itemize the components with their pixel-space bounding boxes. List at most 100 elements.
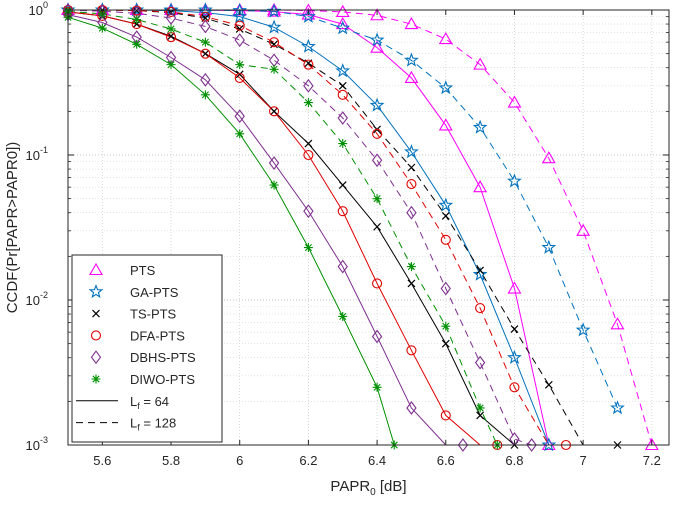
data-point-circle [337,206,348,217]
star-marker [575,322,591,337]
triangle-marker [370,8,385,21]
data-point-triangle [541,437,556,451]
data-point-diamond [371,329,383,344]
x-marker [476,411,485,420]
star-marker [369,32,385,47]
x-marker [235,25,244,33]
diamond-marker [200,72,211,87]
data-point-asterisk [132,14,142,24]
data-point-diamond [90,350,102,365]
dfa-pts-lf64-line [67,11,498,446]
data-point-triangle [610,317,625,330]
data-point-circle [303,149,314,161]
triangle-marker [507,95,522,108]
data-point-diamond [406,401,417,415]
data-point-star [335,20,351,35]
data-point-asterisk [406,262,416,272]
data-point-circle [234,72,245,83]
data-point-x [201,49,210,58]
data-point-triangle [404,16,419,30]
data-point-star [266,3,282,18]
triangle-marker [541,151,556,164]
circle-marker [509,382,520,393]
data-point-diamond [165,11,177,25]
data-point-x [407,279,416,288]
data-point-x [270,107,278,116]
asterisk-marker [132,39,142,49]
diamond-marker [337,111,348,125]
asterisk-marker [303,98,313,108]
legend-entry: DBHS-PTS [90,350,196,365]
data-point-star [301,38,316,53]
circle-marker [303,149,314,161]
circle-marker [165,6,177,17]
diamond-marker [234,33,245,48]
data-point-asterisk [235,129,245,139]
legend-entry: Lf = 128 [76,416,176,433]
star-marker [541,437,557,452]
circle-marker [440,410,451,421]
data-point-circle [475,303,486,314]
star-marker [472,119,488,134]
asterisk-marker [406,262,416,272]
data-point-diamond [474,355,486,370]
asterisk-marker [372,382,382,392]
triangle-marker [89,262,103,276]
x-marker [132,6,141,15]
triangle-marker [404,16,419,30]
star-marker [335,20,351,35]
data-point-circle [303,59,314,70]
circle-marker [440,234,451,245]
data-point-asterisk [91,374,101,384]
diamond-marker [406,401,417,415]
data-point-asterisk [303,243,313,253]
plot-frame [67,9,670,446]
data-point-x [476,411,485,420]
star-marker [266,3,282,18]
data-point-asterisk [475,403,485,413]
data-point-x [544,380,553,389]
data-point-star [541,437,557,452]
x-marker [92,309,100,318]
data-point-diamond [303,78,314,93]
data-point-triangle [370,40,385,53]
asterisk-marker [166,60,176,70]
legend-label-subscript: f [137,401,140,411]
asterisk-marker [338,311,348,321]
x-marker [167,32,175,41]
diamond-marker [337,259,348,274]
circle-marker [269,106,280,117]
data-point-triangle [89,262,103,276]
data-point-diamond [440,281,451,296]
data-point-star [507,173,522,188]
diamond-marker [526,438,537,452]
x-tick-label: 6.6 [437,453,455,468]
data-point-asterisk [132,39,142,49]
legend-box [71,254,223,443]
data-point-asterisk [269,180,279,190]
data-point-triangle [473,57,488,70]
diamond-marker [303,204,314,219]
data-point-triangle [438,31,453,45]
circle-marker [234,72,245,83]
data-point-star [301,8,316,23]
asterisk-marker [475,403,485,413]
diamond-marker [90,350,102,365]
asterisk-marker [97,23,107,33]
data-point-x [92,309,100,318]
data-point-diamond [337,111,348,125]
data-point-star [541,239,557,254]
legend-label: DFA-PTS [130,328,185,343]
data-point-x [132,6,141,15]
x-marker [407,163,416,172]
asterisk-marker [372,194,382,204]
dfa-pts-lf128-line [68,9,566,446]
triangle-marker [404,70,419,83]
legend-entry: DFA-PTS [90,328,185,343]
diamond-marker [303,78,314,93]
x-marker [338,181,347,190]
star-marker [232,8,248,23]
data-point-circle [269,37,280,48]
